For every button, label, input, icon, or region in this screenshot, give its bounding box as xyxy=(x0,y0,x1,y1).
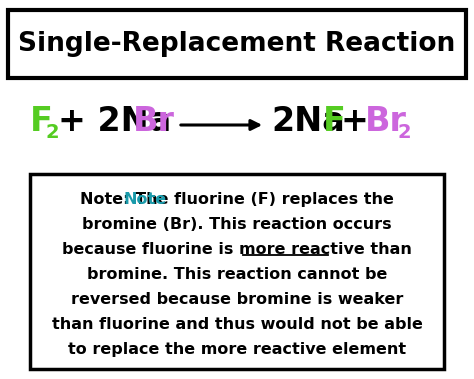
Text: 2: 2 xyxy=(398,123,411,142)
Text: Note: Note xyxy=(123,192,166,207)
Text: Br: Br xyxy=(133,105,175,138)
Text: than fluorine and thus would not be able: than fluorine and thus would not be able xyxy=(52,317,422,332)
Bar xyxy=(8,10,466,78)
Text: F: F xyxy=(30,105,53,138)
Text: Br: Br xyxy=(365,105,407,138)
Text: reversed because bromine is weaker: reversed because bromine is weaker xyxy=(71,292,403,307)
Text: because fluorine is more reactive than: because fluorine is more reactive than xyxy=(62,242,412,257)
Text: bromine (Br). This reaction occurs: bromine (Br). This reaction occurs xyxy=(82,217,392,232)
Bar xyxy=(30,174,444,369)
Text: F: F xyxy=(323,105,346,138)
Text: + 2Na: + 2Na xyxy=(58,105,171,138)
Text: Note: The fluorine (F) replaces the: Note: The fluorine (F) replaces the xyxy=(80,192,394,207)
Text: Single-Replacement Reaction: Single-Replacement Reaction xyxy=(18,31,456,57)
Text: +: + xyxy=(341,105,369,138)
Text: bromine. This reaction cannot be: bromine. This reaction cannot be xyxy=(87,267,387,282)
Text: 2: 2 xyxy=(46,123,60,142)
Text: to replace the more reactive element: to replace the more reactive element xyxy=(68,342,406,357)
Text: 2Na: 2Na xyxy=(271,105,345,138)
